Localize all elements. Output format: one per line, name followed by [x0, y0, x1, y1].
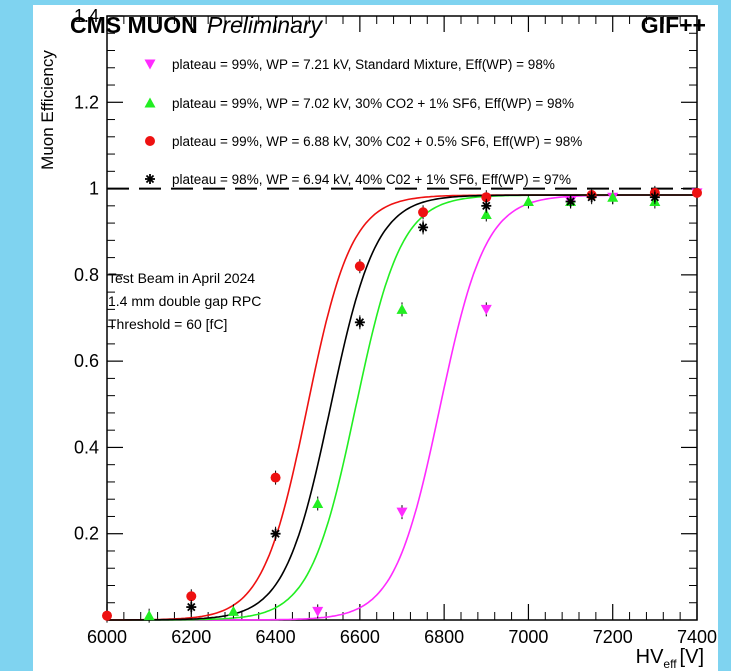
x-tick-label: 7000 [508, 627, 548, 647]
data-point [481, 200, 492, 211]
figure-panel [33, 5, 718, 671]
plot-frame [106, 15, 698, 621]
data-point [480, 208, 492, 219]
x-tick-label: 7200 [593, 627, 633, 647]
legend: plateau = 99%, WP = 7.21 kV, Standard Mi… [144, 57, 582, 187]
data-points [102, 185, 703, 623]
legend-label: plateau = 98%, WP = 6.94 kV, 40% C02 + 1… [172, 172, 571, 187]
y-tick-label: 0.8 [74, 265, 99, 285]
star-stroke [587, 193, 596, 202]
x-axis-title: HVeff [V] [636, 646, 704, 671]
data-point [312, 498, 324, 509]
data-point [227, 605, 239, 616]
data-point [143, 610, 155, 621]
data-point [692, 187, 702, 198]
legend-marker [145, 174, 155, 184]
legend-marker [144, 97, 156, 108]
x-tick-label: 6200 [171, 627, 211, 647]
star-stroke [187, 602, 196, 612]
y-axis-title: Muon Efficiency [38, 50, 57, 170]
data-point [418, 222, 429, 233]
star-stroke [418, 223, 428, 232]
data-point [565, 196, 576, 207]
data-point [586, 192, 597, 203]
x-tick-label: 6600 [340, 627, 380, 647]
x-tick-label: 6400 [256, 627, 296, 647]
star-stroke [650, 193, 660, 202]
x-tick-label: 6000 [87, 627, 127, 647]
data-point [186, 602, 197, 613]
star-stroke [566, 197, 575, 206]
data-point [270, 472, 281, 483]
fit-curve [107, 194, 697, 621]
star-stroke [355, 318, 365, 327]
y-tick-label: 0.6 [74, 351, 99, 371]
data-point [396, 507, 408, 518]
x-tick-label: 6800 [424, 627, 464, 647]
annotation-box: Test Beam in April 2024 1.4 mm double ga… [108, 270, 261, 332]
data-point [102, 610, 112, 621]
axes: 6000 6200 6400 6600 6800 7000 7200 7400 0.2 0.4 0.… [74, 6, 717, 647]
annotation-line: Threshold = 60 [fC] [108, 316, 227, 332]
data-point [418, 207, 429, 218]
fit-curves [107, 194, 697, 621]
data-point [186, 591, 197, 602]
data-point [522, 196, 534, 207]
data-point [354, 317, 365, 328]
legend-marker [144, 59, 156, 70]
data-point [354, 261, 365, 272]
fit-curve [107, 194, 697, 621]
legend-marker [145, 136, 155, 146]
y-tick-label: 0.2 [74, 524, 99, 544]
x-tick-label: 7400 [677, 627, 717, 647]
star-stroke [482, 201, 491, 211]
fit-curve [107, 194, 697, 621]
y-tick-label: 1.4 [74, 6, 99, 26]
data-point [312, 606, 324, 617]
data-point [481, 192, 492, 203]
y-tick-label: 0.4 [74, 437, 99, 457]
fit-curve [107, 194, 697, 621]
y-tick-label: 1 [89, 179, 99, 199]
star-stroke [271, 529, 280, 538]
annotation-line: Test Beam in April 2024 [108, 270, 255, 286]
annotation-line: 1.4 mm double gap RPC [108, 293, 261, 309]
legend-label: plateau = 99%, WP = 6.88 kV, 30% C02 + 0… [172, 134, 582, 149]
data-point [480, 304, 492, 315]
legend-label: plateau = 99%, WP = 7.02 kV, 30% CO2 + 1… [172, 96, 574, 111]
legend-label: plateau = 99%, WP = 7.21 kV, Standard Mi… [172, 57, 555, 72]
star-stroke [145, 174, 155, 184]
data-point [649, 192, 660, 203]
data-point [607, 191, 619, 202]
data-point [270, 528, 281, 539]
data-point [396, 303, 408, 314]
y-tick-label: 1.2 [74, 92, 99, 112]
